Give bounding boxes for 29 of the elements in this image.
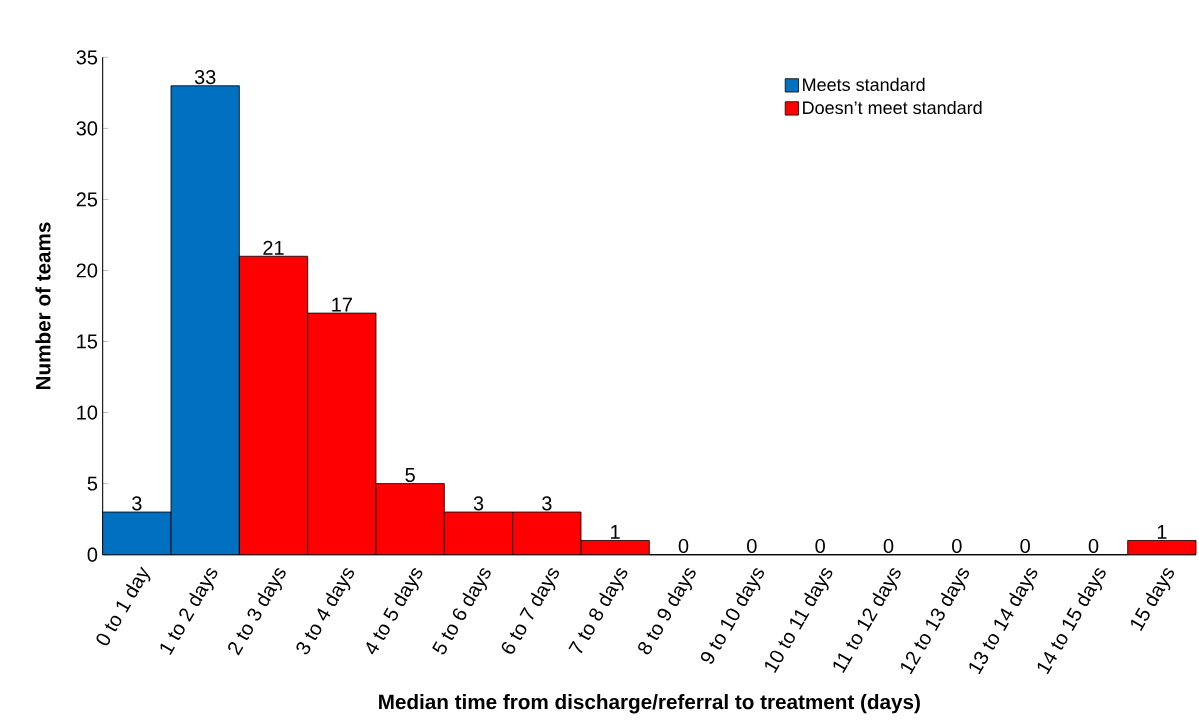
data-label: 21 — [263, 240, 284, 255]
y-tick-label: 10 — [77, 405, 98, 420]
y-tick-label: 25 — [76, 192, 98, 207]
y-tick-label: 20 — [76, 263, 98, 278]
data-label: 0 — [1020, 538, 1030, 554]
y-axis-title: Number of teams — [35, 222, 51, 390]
x-axis-title: Median time from discharge/referral to treatment (days) — [379, 694, 920, 714]
data-label: 33 — [194, 69, 216, 85]
y-tick-label: 30 — [76, 121, 98, 136]
data-label: 1 — [611, 525, 620, 539]
legend-label: Doesn’t meet standard — [803, 100, 982, 115]
y-tick-label: 35 — [76, 50, 98, 65]
data-label: 3 — [473, 496, 484, 511]
legend-label: Meets standard — [803, 77, 925, 92]
data-label: 3 — [132, 496, 142, 511]
data-label: 0 — [883, 538, 894, 554]
data-label: 0 — [815, 538, 825, 554]
y-tick-label: 5 — [87, 476, 98, 491]
y-tick-label: 15 — [77, 334, 98, 349]
data-label: 5 — [405, 468, 415, 483]
data-label: 0 — [678, 538, 689, 554]
data-label: 1 — [1157, 525, 1167, 539]
data-label: 17 — [332, 297, 352, 312]
data-label: 0 — [747, 538, 757, 554]
data-label: 0 — [952, 538, 962, 554]
data-label: 3 — [542, 496, 552, 511]
y-tick-label: 0 — [87, 547, 98, 562]
data-label: 0 — [1088, 538, 1099, 554]
x-tick-label: 0 to 1 day — [96, 566, 151, 646]
